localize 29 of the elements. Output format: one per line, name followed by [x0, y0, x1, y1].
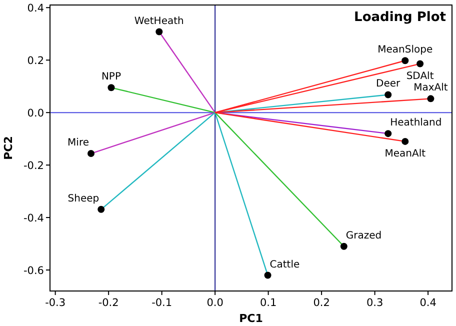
series-label: MaxAlt: [414, 82, 448, 94]
series-label: MeanSlope: [378, 44, 433, 56]
x-tick-label: -0.2: [98, 297, 119, 309]
series-label: Heathland: [390, 118, 442, 129]
series-label: NPP: [101, 72, 122, 83]
series-label: Sheep: [68, 193, 100, 204]
chart-title: Loading Plot: [354, 10, 446, 25]
y-tick-label: -0.6: [24, 265, 44, 278]
series-label: Deer: [376, 78, 402, 90]
series-label: MeanAlt: [384, 148, 426, 160]
x-tick-label: 0.2: [313, 297, 330, 309]
series-label: Cattle: [270, 259, 300, 270]
x-tick-label: 0.3: [366, 297, 384, 309]
x-tick-label: 0.1: [260, 297, 277, 309]
y-tick-label: -0.2: [24, 160, 44, 172]
series-label: SDAlt: [406, 70, 434, 82]
series-label: Grazed: [346, 230, 382, 242]
x-tick-label: 0.4: [420, 297, 437, 309]
x-axis-title: PC1: [239, 312, 263, 325]
y-axis-title: PC2: [2, 136, 15, 160]
y-tick-label: -0.4: [24, 212, 44, 225]
x-tick-label: 0.0: [206, 297, 224, 309]
series-label: Mire: [68, 138, 89, 149]
x-tick-label: -0.3: [45, 297, 66, 309]
series-label: WetHeath: [134, 16, 184, 27]
y-tick-label: 0.4: [27, 2, 44, 15]
y-tick-label: 0.2: [27, 55, 44, 68]
x-tick-label: -0.1: [152, 297, 172, 309]
y-tick-label: 0.0: [27, 108, 44, 120]
